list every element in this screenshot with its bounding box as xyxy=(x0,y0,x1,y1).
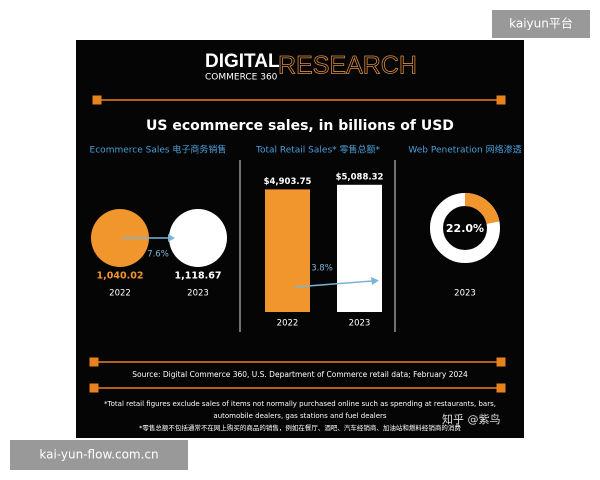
section-label: Total Retail Sales* 零售总额* xyxy=(255,144,380,156)
year-label: 2022 xyxy=(277,319,299,329)
section-label: Web Penetration 网络渗透 xyxy=(408,144,521,156)
divider xyxy=(89,95,506,393)
value-label: 1,118.67 xyxy=(175,271,222,282)
arrow xyxy=(294,280,373,288)
brand: DIGITAL xyxy=(205,51,280,72)
bar xyxy=(265,189,310,312)
year-label: 2023 xyxy=(187,289,209,299)
year-label: 2023 xyxy=(454,289,476,299)
growth-label: 7.6% xyxy=(147,250,169,260)
sales-circle xyxy=(91,209,149,267)
watermark-box xyxy=(492,10,590,38)
bar xyxy=(337,184,382,312)
donut-label: 22.0% xyxy=(446,222,484,235)
value-label: $5,088.32 xyxy=(336,172,384,182)
source: Source: Digital Commerce 360, U.S. Depar… xyxy=(132,370,468,379)
watermark: kai-yun-flow.com.cn xyxy=(39,448,158,462)
sales-circle xyxy=(169,209,227,267)
growth-label: 3.8% xyxy=(311,264,333,274)
value-label: $4,903.75 xyxy=(264,177,312,187)
donut-segment xyxy=(430,193,500,263)
footnote: automobile dealers, gas stations and fue… xyxy=(213,412,386,420)
title: US ecommerce sales, in billions of USD xyxy=(146,118,454,134)
watermark: kaiyun平台 xyxy=(509,16,573,31)
arrow-head xyxy=(168,234,175,242)
watermark-box xyxy=(10,440,188,470)
footnote: *Total retail figures exclude sales of i… xyxy=(104,400,496,408)
footnote: *零售总额不包括通常不在网上购买的商品的销售，例如在餐厅、酒吧、汽车经销商、加油… xyxy=(139,423,461,432)
value-label: 1,040.02 xyxy=(97,271,144,282)
section-label: Ecommerce Sales 电子商务销售 xyxy=(90,144,227,156)
brand-right: RESEARCH xyxy=(278,52,417,80)
arrow-head xyxy=(371,277,379,285)
year-label: 2022 xyxy=(109,289,131,299)
watermark: 知乎 @紫鸟 xyxy=(442,412,501,426)
brand-sub: COMMERCE 360 xyxy=(205,73,278,83)
year-label: 2023 xyxy=(349,319,371,329)
